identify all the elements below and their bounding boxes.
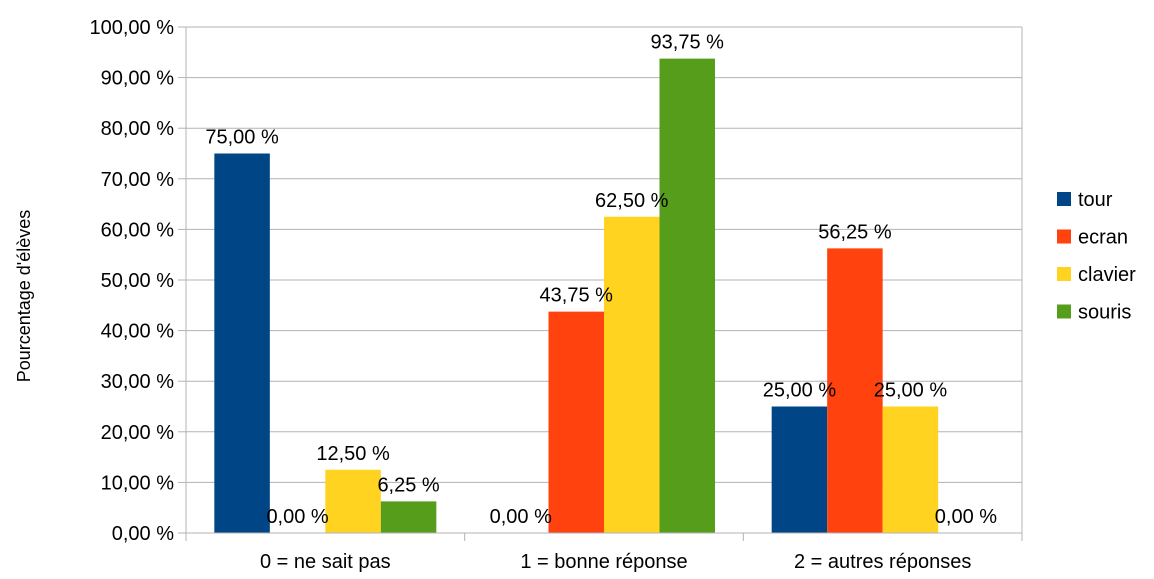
data-label: 0,00 % (490, 506, 552, 528)
data-label: 43,75 % (540, 285, 614, 307)
bar-souris (659, 58, 715, 533)
y-tick-label: 70,00 % (101, 169, 175, 191)
legend: tour ecran clavier souris (1057, 189, 1136, 324)
data-label: 25,00 % (763, 380, 837, 402)
bars (214, 58, 939, 533)
y-tick-label: 60,00 % (101, 219, 175, 241)
data-label: 62,50 % (595, 190, 669, 212)
y-tick-label: 10,00 % (101, 472, 175, 494)
legend-swatch-clavier (1057, 267, 1071, 281)
bar-tour (771, 406, 828, 533)
data-label: 93,75 % (651, 32, 725, 54)
y-tick-label: 100,00 % (89, 17, 174, 39)
x-tick-label: 1 = bonne réponse (520, 551, 687, 573)
data-label: 25,00 % (874, 380, 948, 402)
data-label: 56,25 % (818, 221, 892, 243)
bar-clavier (604, 216, 660, 533)
legend-label: clavier (1078, 264, 1136, 286)
bar-clavier (325, 469, 381, 533)
legend-swatch-ecran (1057, 229, 1071, 244)
y-tick-label: 0,00 % (112, 523, 174, 545)
bar-clavier (882, 406, 939, 533)
legend-swatch-souris (1057, 304, 1071, 319)
y-axis-title: Pourcentage d'élèves (14, 210, 34, 383)
y-tick-label: 20,00 % (101, 422, 175, 444)
bar-souris (380, 501, 437, 533)
x-tick-label: 0 = ne sait pas (260, 551, 391, 573)
y-tick-label: 90,00 % (101, 68, 175, 90)
data-label: 0,00 % (266, 506, 328, 528)
y-tick-label: 50,00 % (101, 270, 175, 292)
y-tick-label: 40,00 % (101, 321, 175, 343)
y-tick-label: 80,00 % (101, 118, 175, 140)
legend-label: souris (1078, 302, 1131, 324)
legend-label: tour (1078, 189, 1113, 211)
data-label: 0,00 % (935, 506, 997, 528)
y-tick-label: 30,00 % (101, 371, 175, 393)
data-label: 6,25 % (377, 474, 439, 496)
bar-ecran (548, 311, 604, 533)
axes: 0,00 % 10,00 % 20,00 % 30,00 % 40,00 % 50,00 … (89, 17, 1023, 573)
bar-tour (214, 153, 270, 533)
data-labels: 75,00 % 0,00 % 12,50 % 6,25 % 0,00 % 43,75 % 6… (205, 32, 997, 528)
data-label: 75,00 % (205, 127, 279, 149)
data-label: 12,50 % (316, 443, 390, 465)
x-tick-label: 2 = autres réponses (794, 551, 971, 573)
legend-swatch-tour (1057, 192, 1071, 206)
bar-ecran (827, 248, 883, 533)
legend-label: ecran (1078, 227, 1128, 249)
